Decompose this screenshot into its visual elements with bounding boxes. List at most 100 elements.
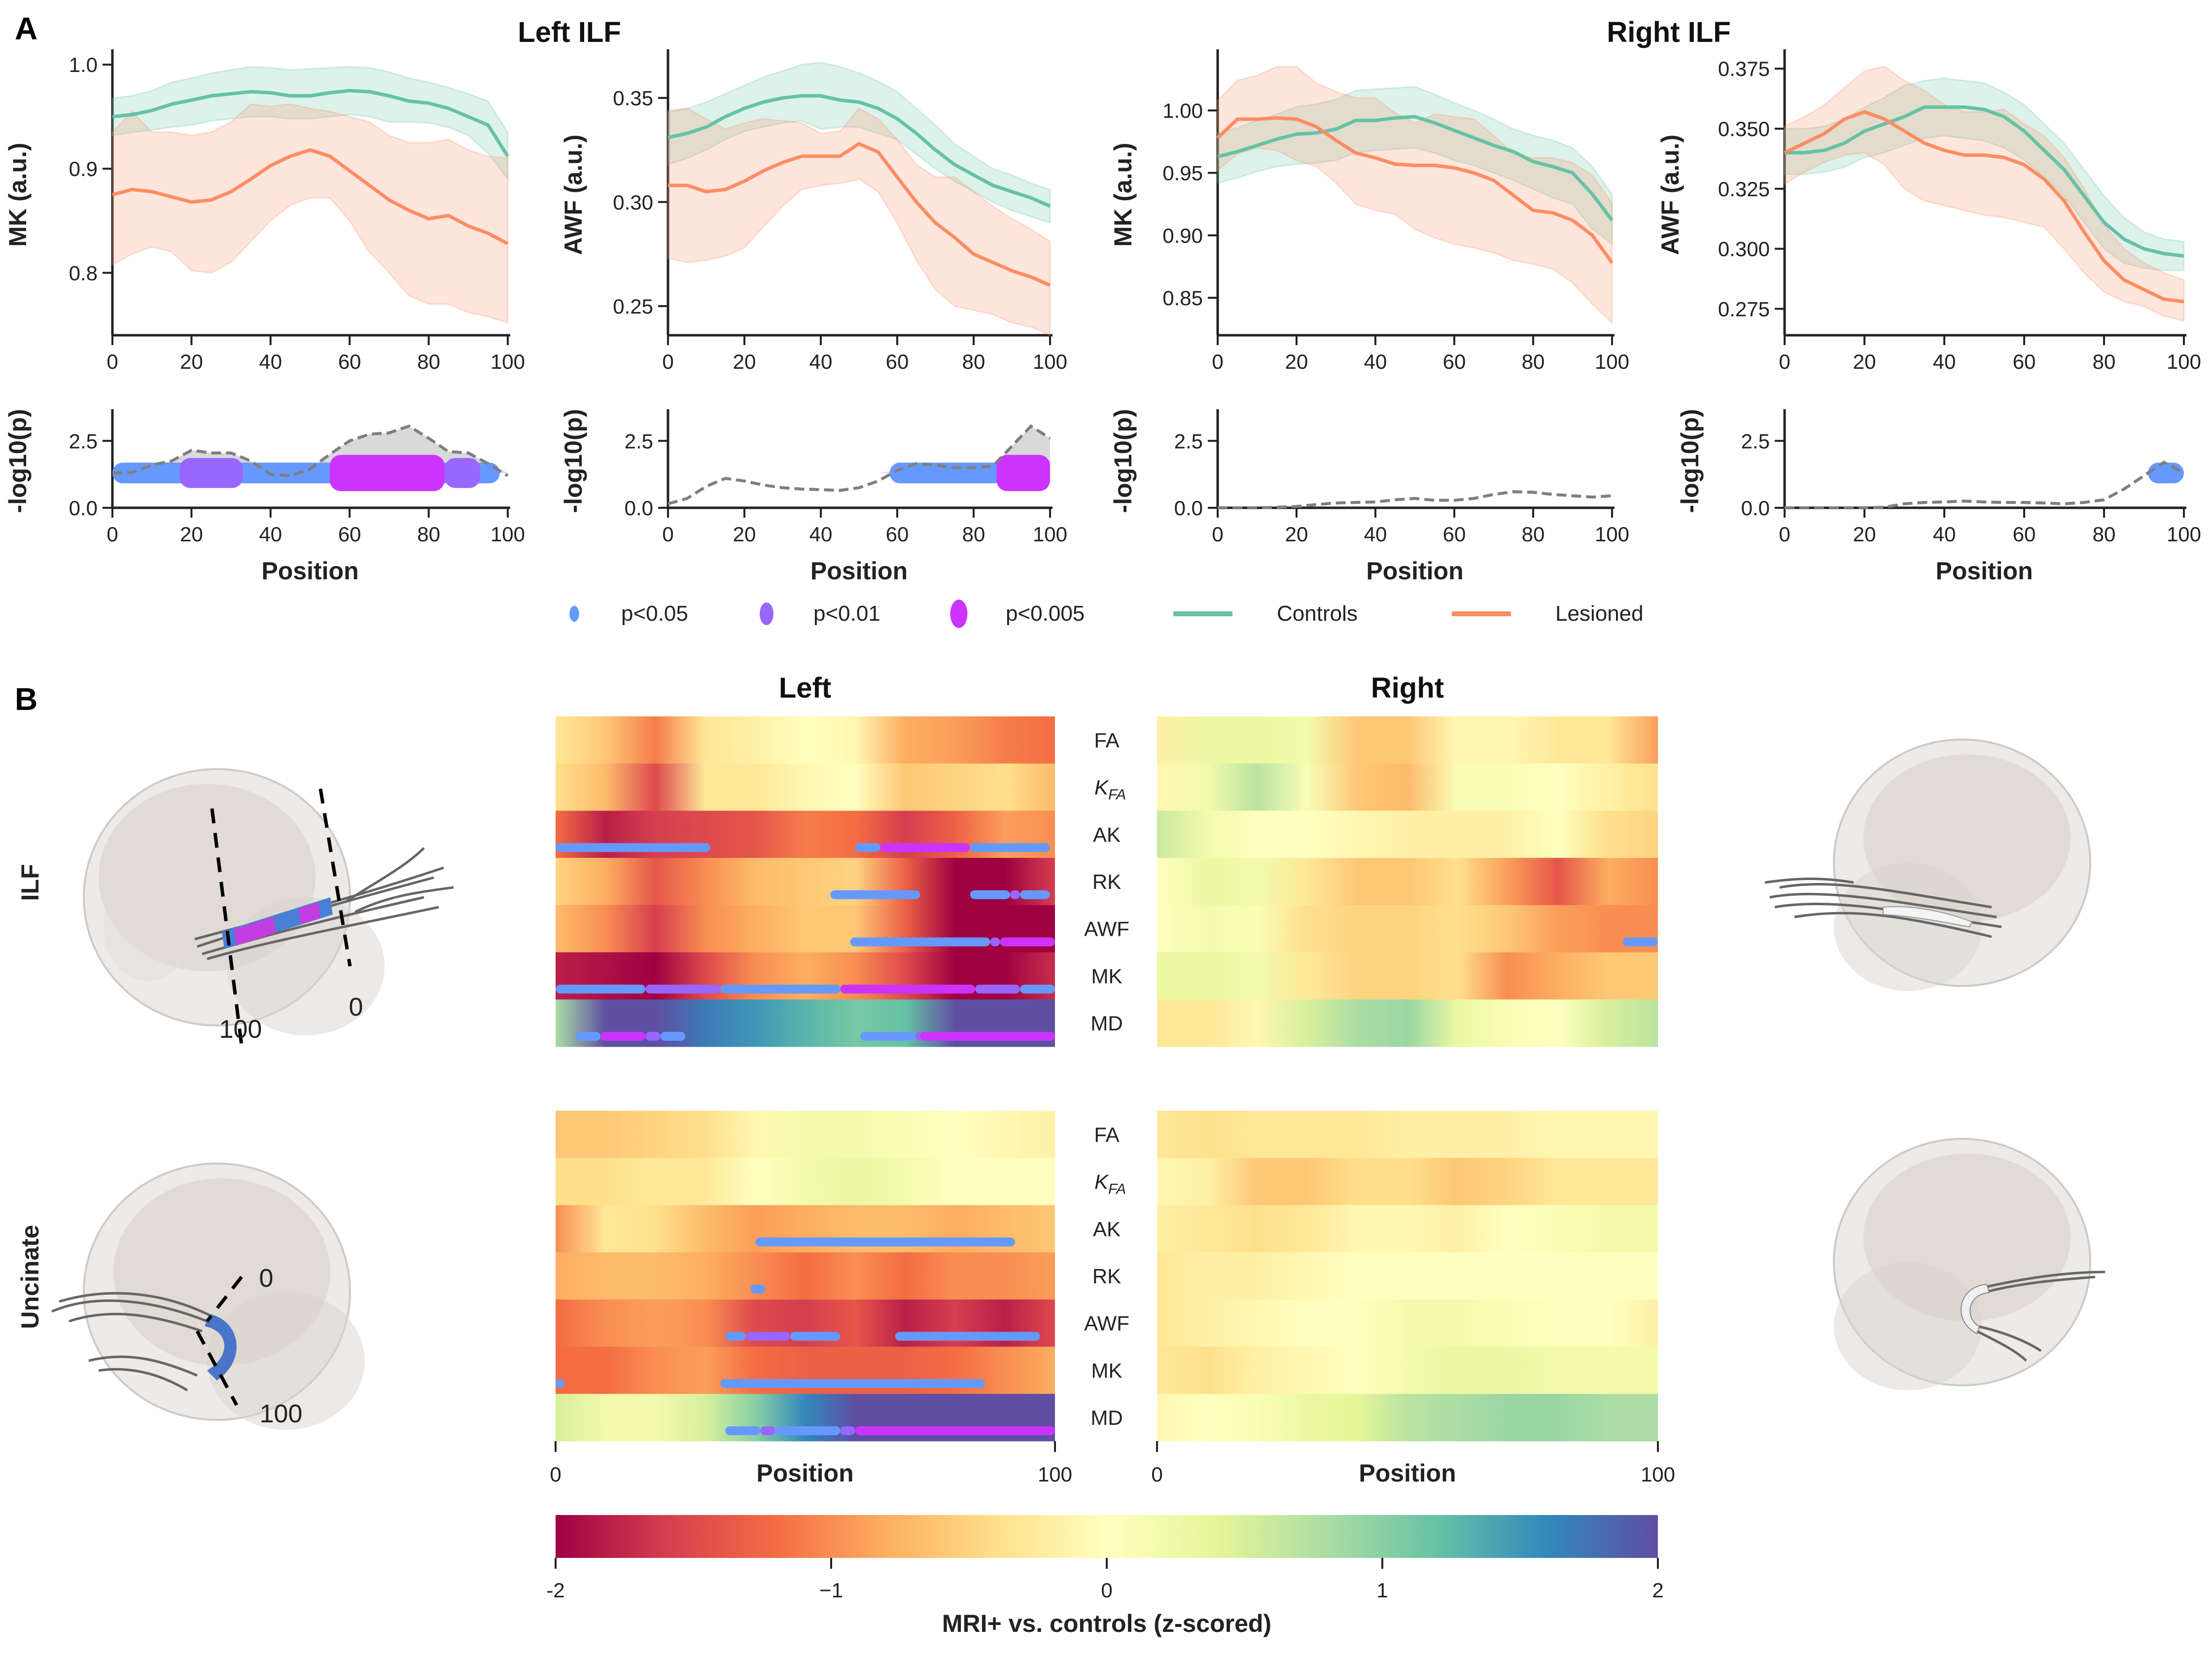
metric-label-awf: AWF (1084, 917, 1129, 941)
y-tick-label: 0.90 (1162, 224, 1203, 247)
pvalue-plot-right-ilf-mk-pvalue: 0 20 40 60 80 100 0.0 2.5 -log10(p) Position (1109, 409, 1629, 585)
panel-a-plots: 0 20 40 60 80 100 0.8 0.9 1.0 MK (a.u.) 0 20 40 60 80 1… (4, 49, 2201, 585)
x-tick-label: 0 (1212, 523, 1223, 546)
heatmap-right-xlabel: Position (1359, 1459, 1456, 1487)
significance-band-p005 (790, 1332, 841, 1341)
ilf-start-label: 0 (349, 993, 363, 1022)
legend-item-p0005: p<0.005 (950, 600, 1085, 628)
significance-band-p001 (444, 458, 480, 488)
metric-label-kfa: KFA (1094, 776, 1126, 803)
line-plot-right-ilf-awf: 0 20 40 60 80 100 0.275 0.300 0.325 0.350 0.375 AWF… (1656, 49, 2201, 373)
x-tick-label: 40 (1933, 350, 1956, 373)
x-tick-label: 40 (259, 350, 282, 373)
x-tick-label: 80 (2093, 523, 2116, 546)
x-tick-label: 20 (1285, 350, 1308, 373)
x-tick-label: 100 (1033, 350, 1067, 373)
x-tick-label: 0 (1151, 1463, 1162, 1486)
x-tick-label: 100 (1641, 1463, 1675, 1486)
y-tick-label: 0.35 (613, 87, 653, 110)
panel-label-b: B (15, 681, 37, 717)
x-tick-label: 40 (809, 523, 833, 546)
lesioned-ci-band (111, 103, 509, 324)
x-tick-label: 60 (886, 350, 909, 373)
y-axis-label: AWF (a.u.) (1656, 135, 1684, 255)
uncinate-start-marker (206, 1275, 243, 1323)
x-tick-label: 80 (417, 523, 440, 546)
x-tick-label: 0 (662, 350, 673, 373)
heatmap-row-ak (1157, 811, 1658, 858)
x-tick-label: 20 (733, 350, 756, 373)
significance-band-p005 (725, 1426, 761, 1435)
colorbar-tick-label: 0 (1101, 1579, 1112, 1602)
y-tick-label: 0.85 (1162, 286, 1203, 310)
y-tick-label: 0.9 (69, 157, 98, 180)
significance-band-p0005 (855, 1426, 1055, 1435)
significance-band-p0005 (840, 985, 975, 994)
significance-band-p005 (2148, 462, 2184, 484)
x-tick-label: 80 (962, 523, 985, 546)
uncinate-profile-tube-left (205, 1314, 237, 1380)
heatmap-uncinate-left (556, 1111, 1055, 1442)
x-tick-label: 0 (1779, 350, 1790, 373)
heatmap-row-fa (1157, 1111, 1658, 1159)
x-tick-label: 100 (1595, 350, 1629, 373)
metric-labels: FA KFA AK RK AWF MK MD FA KFA AK RK AWF MK MD (1084, 729, 1129, 1429)
heatmap-row-kfa (1157, 1158, 1658, 1205)
significance-band-p001 (975, 985, 1020, 994)
x-tick-label: 40 (1364, 350, 1387, 373)
significance-band-p001 (990, 937, 1000, 947)
significance-band-p0005 (880, 843, 970, 852)
y-tick-label: 0.25 (613, 295, 653, 318)
line-plot-left-ilf-awf: 0 20 40 60 80 100 0.25 0.30 0.35 AWF (a.u.) (560, 49, 1067, 373)
metric-label-rk: RK (1092, 870, 1121, 893)
metric-label-md: MD (1090, 1406, 1123, 1429)
colorbar-label: MRI+ vs. controls (z-scored) (942, 1610, 1271, 1637)
ilf-end-label: 100 (219, 1015, 262, 1044)
x-tick-label: 100 (491, 523, 525, 546)
y-axis-label: MK (a.u.) (4, 142, 32, 247)
legend-item-p001: p<0.01 (760, 601, 880, 626)
uncinate-start-label: 0 (259, 1264, 274, 1293)
legend-item-lesioned: Lesioned (1452, 601, 1644, 626)
x-tick-label: 0 (1779, 523, 1790, 546)
significance-band-p005 (830, 890, 920, 899)
y-tick-label: 0.0 (1741, 496, 1770, 520)
legend-label: p<0.005 (1006, 601, 1085, 626)
significance-band-p005 (970, 890, 1010, 899)
x-tick-label: 40 (809, 350, 833, 373)
panel-label-a: A (15, 11, 37, 46)
x-tick-label: 0 (106, 523, 118, 546)
significance-band-p005 (1020, 985, 1055, 994)
metric-label-fa: FA (1094, 729, 1119, 752)
x-tick-label: 80 (2093, 350, 2116, 373)
heatmap-row-mk (1157, 1346, 1658, 1394)
legend-label: p<0.01 (813, 601, 880, 626)
x-tick-label: 80 (1522, 350, 1545, 373)
colorbar-tick-label: −1 (819, 1579, 843, 1602)
legend-item-controls: Controls (1173, 601, 1358, 626)
y-tick-label: 0.0 (1174, 496, 1203, 520)
heatmap-row-fa (556, 716, 1055, 764)
significance-band-p001 (840, 1426, 855, 1435)
heatmap-row-awf (1157, 1299, 1658, 1347)
significance-band-p005 (720, 1379, 985, 1388)
metric-label-awf: AWF (1084, 1312, 1129, 1335)
y-tick-label: 0.0 (625, 496, 653, 520)
colorbar (556, 1515, 1658, 1558)
x-tick-label: 20 (180, 523, 203, 546)
y-axis-label: MK (a.u.) (1109, 142, 1137, 247)
colorbar-tick-label: 2 (1652, 1579, 1663, 1602)
y-axis-label: -log10(p) (1109, 409, 1137, 513)
x-tick-label: 0 (106, 350, 118, 373)
x-tick-label: 20 (733, 523, 756, 546)
x-tick-label: 0 (550, 1463, 561, 1486)
pvalue-plot-left-ilf-mk-pvalue: 0 20 40 60 80 100 0.0 2.5 -log10(p) Position (4, 409, 525, 585)
significance-band-p001 (760, 1426, 775, 1435)
uncinate-streamlines-left (51, 1292, 213, 1392)
y-axis-label: -log10(p) (1676, 409, 1704, 513)
significance-band-p005 (556, 1379, 564, 1388)
x-tick-label: 100 (491, 350, 525, 373)
x-tick-label: 40 (1364, 523, 1387, 546)
x-tick-label: 20 (1853, 523, 1876, 546)
